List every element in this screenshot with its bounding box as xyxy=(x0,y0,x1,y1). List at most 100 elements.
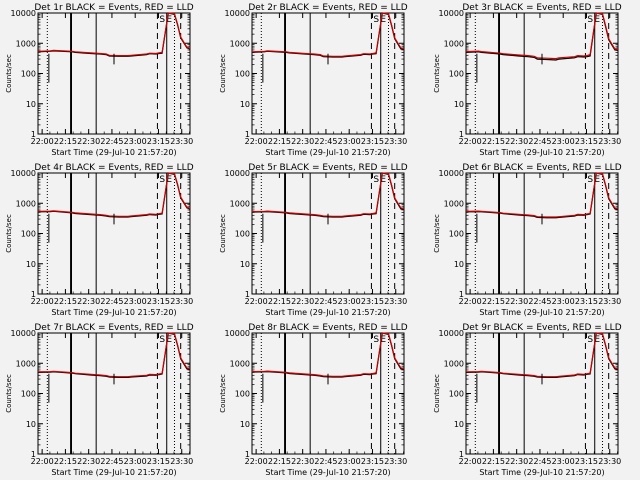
y-tick-label: 100 xyxy=(235,70,250,79)
x-tick-label: 23:00 xyxy=(552,297,575,306)
x-tick-label: 23:00 xyxy=(552,137,575,146)
panel-title: Det 2r BLACK = Events, RED = LLD xyxy=(248,3,407,13)
x-tick-label: 22:45 xyxy=(314,457,337,466)
x-tick-label: 23:15 xyxy=(575,297,598,306)
x-tick-label: 23:00 xyxy=(338,457,361,466)
y-tick-label: 1000 xyxy=(16,359,36,368)
y-axis-label: Counts/sec xyxy=(219,54,227,93)
x-tick-label: 23:30 xyxy=(384,297,407,306)
x-axis-label: Start Time (29-Jul-10 21:57:20) xyxy=(51,308,176,317)
x-tick-label: 23:00 xyxy=(338,297,361,306)
series-lld xyxy=(465,12,619,60)
y-tick-label: 10000 xyxy=(11,329,36,338)
annotation-e: E xyxy=(594,15,600,25)
x-tick-label: 22:00 xyxy=(31,457,54,466)
panel-5: Det 5r BLACK = Events, RED = LLD Counts/s… xyxy=(219,163,408,317)
x-tick-label: 22:15 xyxy=(268,457,291,466)
series-lld xyxy=(465,172,619,218)
y-axis-label: Counts/sec xyxy=(433,374,441,413)
y-tick-label: 1 xyxy=(459,130,464,139)
y-tick-label: 10 xyxy=(454,420,464,429)
panel-title: Det 5r BLACK = Events, RED = LLD xyxy=(248,163,407,173)
y-tick-label: 1000 xyxy=(230,359,250,368)
y-tick-label: 1000 xyxy=(444,359,464,368)
y-tick-label: 100 xyxy=(21,230,36,239)
annotation-e: E xyxy=(166,15,172,25)
x-tick-label: 23:00 xyxy=(124,137,147,146)
plot-frame xyxy=(465,12,619,135)
x-tick-label: 22:45 xyxy=(100,457,123,466)
x-tick-label: 22:15 xyxy=(268,137,291,146)
y-tick-label: 100 xyxy=(449,70,464,79)
panel-title: Det 7r BLACK = Events, RED = LLD xyxy=(34,323,193,333)
x-tick-label: 22:15 xyxy=(54,297,77,306)
panel-title: Det 1r BLACK = Events, RED = LLD xyxy=(34,3,193,13)
annotation-s: S xyxy=(587,335,593,345)
y-tick-label: 10 xyxy=(240,260,250,269)
x-tick-label: 22:30 xyxy=(291,297,314,306)
y-tick-label: 10000 xyxy=(439,329,464,338)
x-tick-label: 23:30 xyxy=(384,457,407,466)
annotation-s: S xyxy=(159,335,165,345)
x-tick-label: 22:15 xyxy=(268,297,291,306)
x-tick-label: 22:00 xyxy=(459,457,482,466)
x-tick-label: 23:30 xyxy=(384,137,407,146)
y-tick-label: 10000 xyxy=(11,169,36,178)
panel-2: Det 2r BLACK = Events, RED = LLD Counts/s… xyxy=(219,3,408,157)
panel-7: Det 7r BLACK = Events, RED = LLD Counts/s… xyxy=(5,323,194,477)
y-tick-label: 10 xyxy=(240,100,250,109)
x-tick-label: 22:15 xyxy=(482,457,505,466)
y-tick-label: 10 xyxy=(26,100,36,109)
annotation-s: S xyxy=(373,175,379,185)
x-axis-label: Start Time (29-Jul-10 21:57:20) xyxy=(51,468,176,477)
x-tick-label: 23:15 xyxy=(147,137,170,146)
x-tick-label: 23:00 xyxy=(124,297,147,306)
y-axis-label: Counts/sec xyxy=(5,54,13,93)
x-tick-label: 23:15 xyxy=(575,457,598,466)
annotation-s: S xyxy=(373,15,379,25)
y-tick-label: 10 xyxy=(26,420,36,429)
x-axis-label: Start Time (29-Jul-10 21:57:20) xyxy=(265,308,390,317)
annotation-e: E xyxy=(166,335,172,345)
x-tick-label: 22:30 xyxy=(505,457,528,466)
y-tick-label: 1 xyxy=(31,290,36,299)
x-tick-label: 23:30 xyxy=(170,297,193,306)
series-lld xyxy=(37,172,191,217)
panel-1: Det 1r BLACK = Events, RED = LLD Counts/s… xyxy=(5,3,194,157)
y-tick-label: 1000 xyxy=(16,39,36,48)
x-tick-label: 23:30 xyxy=(598,137,621,146)
panel-3: Det 3r BLACK = Events, RED = LLD Counts/s… xyxy=(433,3,622,157)
y-tick-label: 10 xyxy=(240,420,250,429)
annotation-e: E xyxy=(380,175,386,185)
x-tick-label: 22:45 xyxy=(314,137,337,146)
panel-title: Det 3r BLACK = Events, RED = LLD xyxy=(462,3,621,13)
x-tick-label: 23:30 xyxy=(598,297,621,306)
x-tick-label: 23:00 xyxy=(338,137,361,146)
y-axis-label: Counts/sec xyxy=(5,214,13,253)
x-axis-label: Start Time (29-Jul-10 21:57:20) xyxy=(479,308,604,317)
y-axis-label: Counts/sec xyxy=(219,214,227,253)
y-tick-label: 10000 xyxy=(11,9,36,18)
y-tick-label: 1 xyxy=(459,290,464,299)
series-lld xyxy=(251,12,405,57)
y-tick-label: 1 xyxy=(245,450,250,459)
x-tick-label: 23:15 xyxy=(361,457,384,466)
annotation-s: S xyxy=(587,15,593,25)
y-tick-label: 1000 xyxy=(230,39,250,48)
y-tick-label: 1 xyxy=(245,290,250,299)
annotation-s: S xyxy=(373,335,379,345)
panel-6: Det 6r BLACK = Events, RED = LLD Counts/s… xyxy=(433,163,622,317)
x-axis-label: Start Time (29-Jul-10 21:57:20) xyxy=(51,148,176,157)
x-tick-label: 23:30 xyxy=(170,457,193,466)
x-tick-label: 23:15 xyxy=(147,297,170,306)
y-tick-label: 100 xyxy=(235,230,250,239)
y-tick-label: 100 xyxy=(235,390,250,399)
x-tick-label: 23:00 xyxy=(552,457,575,466)
x-tick-label: 23:30 xyxy=(170,137,193,146)
y-tick-label: 1 xyxy=(31,450,36,459)
y-axis-label: Counts/sec xyxy=(5,374,13,413)
y-tick-label: 1000 xyxy=(444,39,464,48)
x-tick-label: 22:30 xyxy=(77,297,100,306)
x-tick-label: 22:15 xyxy=(54,457,77,466)
